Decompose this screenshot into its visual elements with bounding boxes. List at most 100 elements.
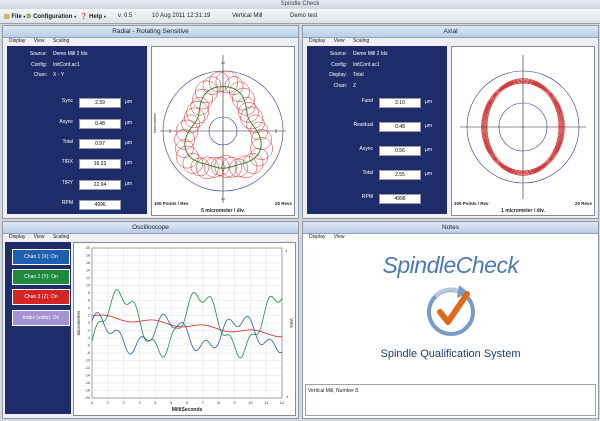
async-value: 0.56: [379, 146, 421, 156]
radial-scale-label: 5 micrometer / div.: [201, 208, 245, 214]
radial-revs-label: 20 Revs: [274, 201, 292, 206]
radial-panel-title: Radial - Rotating Sensitive: [112, 28, 189, 35]
oscilloscope-panel: Oscilloscope Display View Scaling Chan 1…: [2, 221, 299, 419]
axial-panel: Axial Display View Scaling Source: Demo M…: [302, 25, 599, 219]
file-menu-label: File: [11, 14, 22, 20]
notes-textarea[interactable]: Vertical Mill, Number 8.: [305, 384, 596, 416]
radial-orbit-loop: [174, 129, 195, 150]
y-tick-label: -20: [85, 396, 90, 400]
y-tick-label: 12: [86, 276, 90, 280]
radial-orbit-loop: [184, 107, 205, 129]
axial-polar-svg: [460, 55, 586, 199]
oscilloscope-panel-header: Oscilloscope: [3, 222, 298, 234]
axial-polar-trace: [484, 78, 562, 176]
radial-orbit-loop: [202, 76, 222, 95]
total-value: 0.97: [79, 139, 121, 149]
radial-orbit-loop: [251, 129, 272, 150]
radial-orbit-loop: [232, 87, 255, 111]
chan-row: Chan: Z: [333, 83, 357, 89]
window-titlebar: Spindle Check: [0, 0, 600, 9]
x-tick-label: 8: [218, 400, 221, 405]
x-tick-label: 9: [233, 400, 236, 405]
test-label: Demo test: [290, 13, 318, 19]
tab-view[interactable]: View: [333, 234, 345, 240]
index-button[interactable]: Index (volts): On: [12, 310, 70, 326]
oscilloscope-xlabel: MilliSeconds: [172, 407, 203, 413]
spindlecheck-logo-text: SpindleCheck: [382, 252, 519, 278]
display-row: Display: Total: [329, 72, 364, 78]
x-tick-label: 12: [280, 400, 285, 405]
tirx-value: 16.33: [79, 159, 121, 169]
y-tick-label: -8: [87, 351, 90, 355]
axial-polar-plot: 100 Points / Rev 20 Revs 1 micrometer / …: [451, 46, 595, 216]
radial-orbit-loop: [175, 139, 194, 158]
radial-orbit-loop: [208, 71, 230, 93]
y-tick-label: 4: [88, 306, 90, 310]
radial-orbit-loop: [215, 70, 239, 94]
radial-panel: Radial - Rotating Sensitive Display View…: [2, 25, 299, 219]
axial-panel-header: Axial: [303, 26, 598, 38]
chan2-button[interactable]: Chan 2 (Y): On: [12, 269, 70, 285]
radial-orbit-loop: [204, 157, 225, 178]
radial-orbit-loop: [186, 101, 209, 124]
axial-polar-trace: [484, 82, 562, 172]
datetime-label: 10 Aug 2011 12:31:19: [152, 13, 211, 19]
oscilloscope-tabs: Display View Scaling: [9, 234, 76, 240]
radial-orbit-loop: [249, 147, 268, 167]
machine-label: Vertical Mill: [232, 13, 263, 19]
radial-orbit-svg: micrometer: [152, 55, 286, 203]
x-tick-label: 0: [91, 400, 94, 405]
help-menu[interactable]: ❓ Help ▾: [80, 13, 106, 20]
chevron-down-icon: ▾: [23, 14, 26, 19]
chan3-trace: [91, 314, 282, 338]
y2-top-tick: 1: [285, 248, 288, 253]
radial-orbit-loop: [250, 137, 273, 160]
x-tick-label: 4: [154, 400, 157, 405]
notes-panel-title: Notes: [442, 224, 459, 231]
y-tick-label: -4: [87, 336, 90, 340]
axial-polar-trace: [483, 81, 563, 173]
fund-value: 2.10: [379, 98, 421, 108]
notes-panel-header: Notes: [303, 222, 598, 234]
tab-view[interactable]: View: [33, 234, 45, 240]
configuration-menu[interactable]: ⚙ Configuration ▾: [26, 13, 76, 20]
tab-display[interactable]: Display: [9, 38, 26, 44]
chan3-button[interactable]: Chan 3 (Z): On: [12, 289, 70, 305]
tab-display[interactable]: Display: [9, 234, 26, 240]
channel-panel: Chan 1 (X): On Chan 2 (Y): On Chan 3 (Z)…: [5, 242, 71, 414]
tab-view[interactable]: View: [333, 38, 345, 44]
radial-orbit-loop: [238, 102, 259, 123]
x-tick-label: 3: [138, 400, 141, 405]
tab-scaling[interactable]: Scaling: [52, 38, 70, 44]
x-tick-label: 2: [123, 400, 126, 405]
chan-row: Chan: X - Y: [33, 72, 65, 78]
help-icon: ❓: [80, 14, 88, 20]
radial-orbit-loop: [190, 96, 210, 116]
radial-points-label: 100 Points / Rev: [154, 201, 189, 206]
chan2-trace: [91, 289, 283, 359]
chan1-button[interactable]: Chan 1 (X): On: [12, 249, 70, 265]
tab-display[interactable]: Display: [309, 38, 326, 44]
y-tick-label: 14: [86, 269, 90, 273]
oscilloscope-panel-title: Oscilloscope: [132, 224, 169, 231]
x-tick-label: 7: [202, 400, 205, 405]
y-tick-label: -12: [85, 366, 90, 370]
radial-orbit-loop: [182, 153, 204, 174]
radial-orbit-plot: micrometer 100 Points / Rev 20 Revs 5 mi…: [151, 46, 295, 216]
tab-scaling[interactable]: Scaling: [352, 38, 370, 44]
tab-display[interactable]: Display: [309, 234, 326, 240]
axial-points-label: 100 Points / Rev: [454, 201, 489, 206]
file-menu[interactable]: ▤ File ▾: [4, 13, 25, 20]
y-tick-label: 0: [88, 321, 90, 325]
tab-view[interactable]: View: [33, 38, 45, 44]
y-tick-label: 16: [86, 261, 90, 265]
sync-value: 2.39: [79, 98, 121, 108]
radial-orbit-loop: [229, 81, 250, 103]
axial-panel-title: Axial: [443, 28, 458, 35]
y-tick-label: -16: [85, 381, 90, 385]
notes-text: Vertical Mill, Number 8.: [308, 388, 360, 394]
radial-orbit-loop: [176, 145, 199, 169]
y-tick-label: -14: [85, 374, 90, 378]
radial-orbit-loop: [242, 153, 264, 174]
tab-scaling[interactable]: Scaling: [52, 234, 70, 240]
